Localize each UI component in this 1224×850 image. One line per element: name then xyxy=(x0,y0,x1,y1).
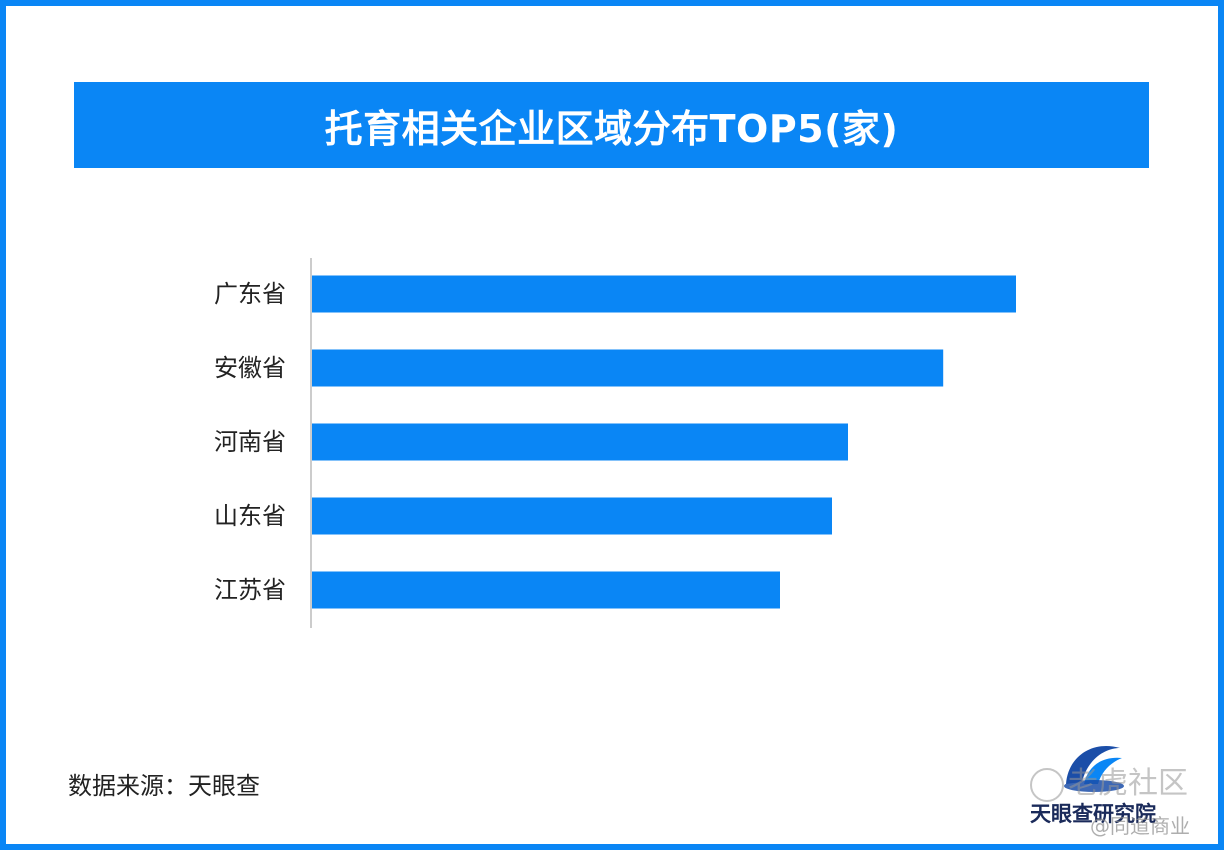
title-banner: 托育相关企业区域分布TOP5(家) xyxy=(74,82,1149,168)
bar xyxy=(312,275,1016,313)
tiger-watermark-icon xyxy=(1030,767,1064,802)
watermark-primary-text: 老虎社区 xyxy=(1068,766,1188,801)
chart-title: 托育相关企业区域分布TOP5(家) xyxy=(324,106,899,151)
watermark-secondary: @同道商业 xyxy=(1090,814,1190,838)
data-source: 数据来源：天眼查 xyxy=(68,772,260,800)
tianyancha-research-logo: 天眼查研究院 xyxy=(1020,732,1220,842)
tianyancha-logo-icon xyxy=(1064,745,1124,792)
watermark-primary: 老虎社区 xyxy=(1030,758,1188,802)
bar xyxy=(312,423,848,461)
category-label: 江苏省 xyxy=(214,576,286,604)
bar xyxy=(312,571,780,609)
bar xyxy=(312,497,832,535)
bar xyxy=(312,349,944,387)
category-label: 安徽省 xyxy=(214,354,286,382)
logo-name: 天眼查研究院 xyxy=(1030,802,1156,826)
category-label: 广东省 xyxy=(214,280,286,308)
category-label: 山东省 xyxy=(214,502,286,530)
category-label: 河南省 xyxy=(214,428,286,456)
